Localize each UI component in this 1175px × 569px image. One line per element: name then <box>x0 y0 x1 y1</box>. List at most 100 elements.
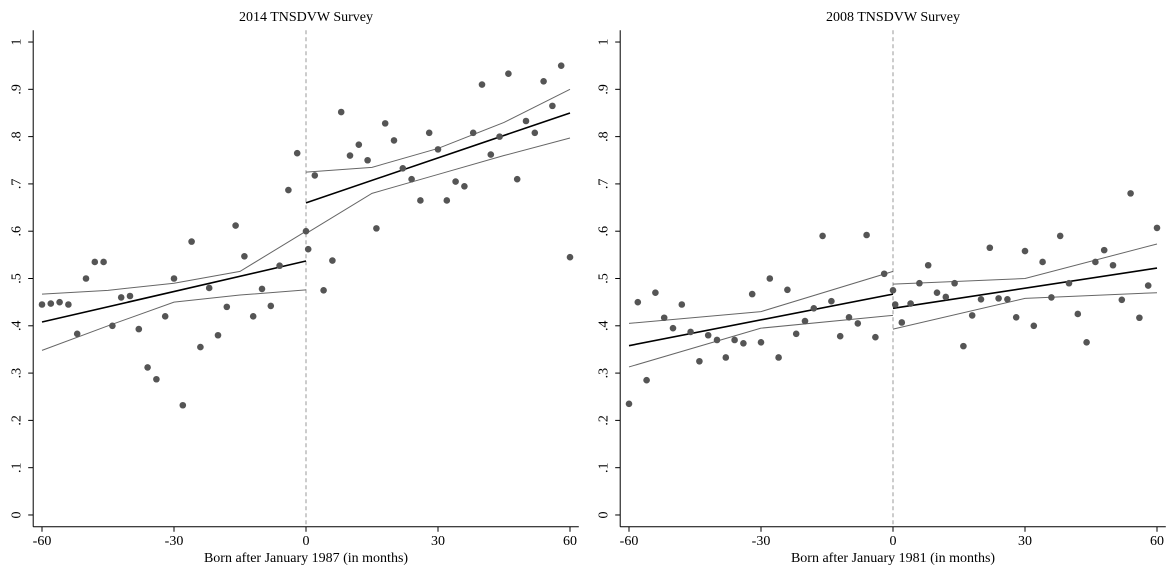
data-point <box>425 129 433 137</box>
y-tick-label: .9 <box>9 84 24 95</box>
data-point <box>443 197 451 204</box>
confidence-line <box>305 88 571 173</box>
data-point <box>731 336 738 344</box>
data-point <box>1109 261 1117 269</box>
x-tick-label: -30 <box>165 534 184 549</box>
data-point <box>381 120 389 127</box>
confidence-line <box>892 243 1158 285</box>
data-point <box>836 332 844 340</box>
data-point <box>775 354 782 361</box>
data-point <box>713 336 721 344</box>
data-point <box>109 322 116 330</box>
data-point <box>1012 313 1020 321</box>
data-point <box>566 253 574 261</box>
data-point <box>1065 279 1073 287</box>
data-point <box>748 290 756 298</box>
data-point <box>660 314 668 322</box>
data-point <box>56 298 63 306</box>
y-tick-label: .2 <box>9 415 24 426</box>
data-point <box>320 287 327 294</box>
data-point <box>1004 296 1011 303</box>
x-tick-label: -30 <box>752 534 771 549</box>
data-point <box>417 197 424 204</box>
data-point <box>643 376 650 384</box>
data-point <box>311 172 319 179</box>
data-point <box>461 182 468 190</box>
data-point <box>801 317 809 325</box>
x-tick-label: -60 <box>620 534 639 549</box>
data-point <box>977 296 985 303</box>
chart-title: 2008 TNSDVW Survey <box>826 10 960 25</box>
data-point <box>557 62 565 69</box>
data-point <box>302 227 310 235</box>
confidence-line <box>628 270 894 324</box>
data-point <box>1092 258 1099 266</box>
data-point <box>223 303 231 311</box>
confidence-line <box>41 230 307 295</box>
data-point <box>531 129 539 137</box>
data-point <box>933 289 941 296</box>
data-point <box>696 357 703 365</box>
data-point <box>891 301 899 308</box>
data-point <box>898 319 906 326</box>
fit-line <box>41 260 307 323</box>
chart-title: 2014 TNSDVW Survey <box>239 10 373 25</box>
data-point <box>47 300 55 307</box>
data-point <box>276 262 283 270</box>
data-point <box>828 297 835 305</box>
x-tick-label: 30 <box>1018 534 1032 549</box>
y-tick-label: .7 <box>596 179 611 190</box>
data-point <box>916 279 923 287</box>
fit-line <box>628 293 894 347</box>
data-point <box>478 81 486 88</box>
y-tick-label: .3 <box>9 368 24 379</box>
data-point <box>1118 296 1126 304</box>
y-tick-label: .5 <box>596 273 611 284</box>
x-tick-label: 0 <box>303 534 310 549</box>
data-point <box>214 331 222 339</box>
data-point <box>1074 310 1082 318</box>
data-point <box>452 178 459 185</box>
y-tick-label: 0 <box>9 511 24 518</box>
data-point <box>540 77 547 85</box>
data-point <box>625 400 633 408</box>
data-point <box>390 137 398 144</box>
data-point <box>505 70 512 78</box>
data-point <box>267 302 275 310</box>
data-point <box>304 245 312 253</box>
y-tick-label: .9 <box>596 84 611 95</box>
data-point <box>153 375 160 383</box>
data-point <box>487 151 495 158</box>
y-tick-label: 1 <box>596 39 611 46</box>
data-point <box>285 186 292 194</box>
data-point <box>951 279 958 287</box>
data-point <box>687 328 694 336</box>
data-point <box>1056 232 1064 240</box>
data-point <box>968 312 976 319</box>
data-point <box>179 401 187 409</box>
fit-line <box>892 267 1158 310</box>
y-tick-label: .8 <box>596 131 611 142</box>
data-point <box>1153 224 1161 232</box>
data-point <box>205 284 213 292</box>
data-point <box>678 301 686 308</box>
data-point <box>960 342 967 350</box>
data-point <box>161 313 169 320</box>
data-point <box>995 295 1002 302</box>
data-point <box>1021 247 1029 255</box>
data-point <box>144 364 151 371</box>
data-point <box>1039 258 1046 266</box>
y-tick-label: .6 <box>596 226 611 237</box>
data-point <box>907 300 914 307</box>
fit-line <box>305 112 571 204</box>
data-point <box>82 275 90 282</box>
data-point <box>766 275 774 282</box>
confidence-line <box>892 292 1158 330</box>
data-point <box>854 320 862 327</box>
data-point <box>522 117 530 125</box>
data-point <box>65 301 72 308</box>
data-point <box>1100 246 1108 254</box>
x-tick-label: 30 <box>431 534 445 549</box>
data-point <box>784 286 791 294</box>
